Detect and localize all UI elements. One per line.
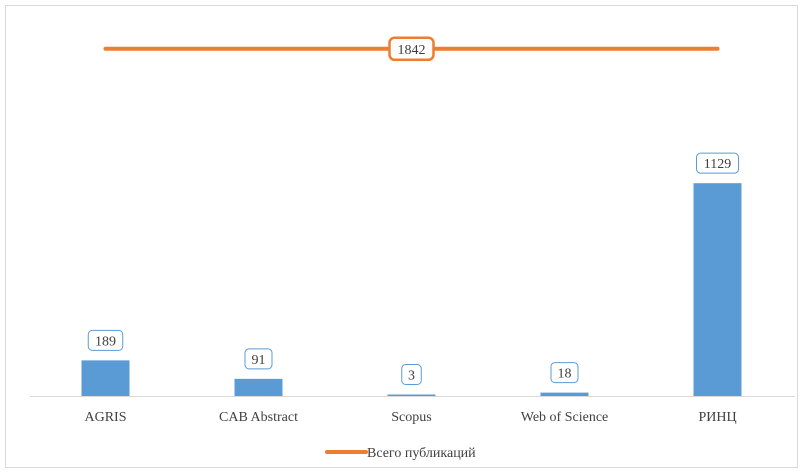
x-tick-label-4: РИНЦ — [698, 410, 736, 425]
bar-4 — [693, 183, 742, 396]
data-label-box-4 — [696, 152, 739, 174]
bar-1 — [234, 378, 283, 396]
data-label-2: 3 — [408, 369, 415, 384]
x-tick-labels-group: AGRIS CAB Abstract Scopus Web of Science РИН… — [84, 410, 736, 425]
x-tick-label-2: Scopus — [391, 410, 431, 425]
x-tick-label-1: CAB Abstract — [219, 410, 298, 425]
data-label-1: 91 — [252, 353, 266, 368]
bar-3 — [540, 392, 589, 396]
legend-label-total: Всего публикаций — [367, 446, 476, 461]
x-tick-label-3: Web of Science — [521, 410, 609, 425]
data-labels-group: 189 91 3 18 1129 — [87, 152, 739, 385]
bar-0 — [81, 360, 130, 396]
data-label-box-2 — [401, 364, 422, 385]
total-line-group: 1842 — [103, 36, 720, 62]
data-label-box-3 — [550, 362, 579, 384]
data-label-box-1 — [244, 348, 273, 370]
legend: Всего публикаций — [325, 446, 476, 461]
total-label-box — [388, 36, 435, 62]
bar-2 — [387, 394, 436, 396]
data-label-3: 18 — [558, 367, 572, 382]
total-label: 1842 — [398, 43, 426, 58]
data-label-0: 189 — [95, 334, 116, 349]
bars-group — [81, 183, 742, 396]
data-label-box-0 — [87, 329, 124, 351]
data-label-4: 1129 — [704, 157, 731, 172]
chart-frame — [5, 5, 798, 468]
x-tick-label-0: AGRIS — [84, 410, 126, 425]
